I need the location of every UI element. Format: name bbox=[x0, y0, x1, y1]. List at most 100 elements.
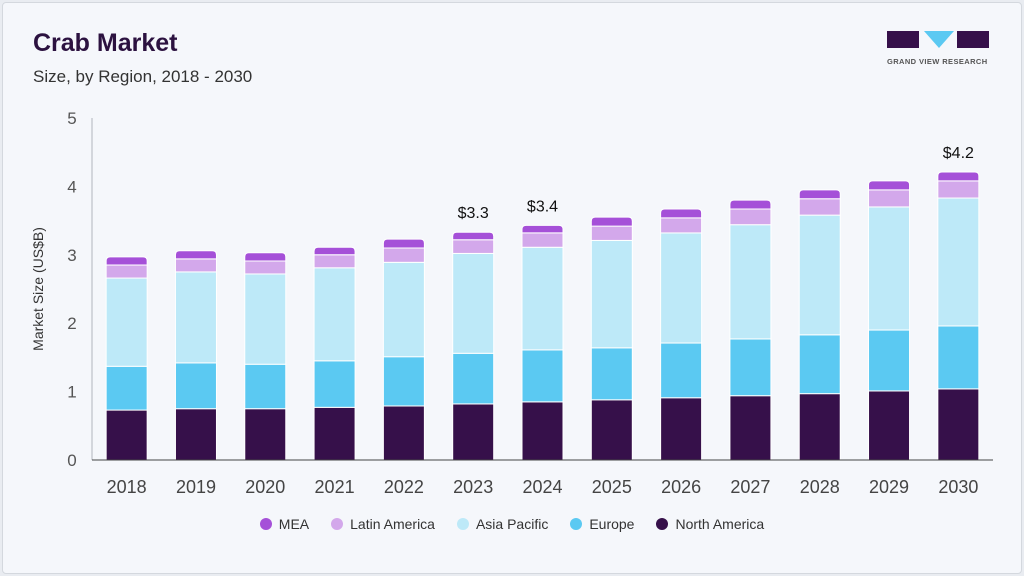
bar-segment-europe bbox=[174, 362, 217, 410]
data-label: $3.3 bbox=[458, 205, 489, 222]
x-tick-label: 2020 bbox=[245, 477, 285, 497]
legend-swatch-icon bbox=[656, 518, 669, 530]
bar-segment-latin-america bbox=[174, 258, 217, 273]
legend-item-mea[interactable]: MEA bbox=[259, 516, 309, 532]
bar-segment-asia-pacific bbox=[174, 271, 217, 364]
bar-segment-latin-america bbox=[590, 225, 633, 241]
bar-segment-mea bbox=[105, 256, 148, 266]
bar-segment-europe bbox=[452, 352, 495, 405]
legend-label: North America bbox=[675, 516, 765, 532]
bar-segment-asia-pacific bbox=[590, 239, 633, 349]
x-tick-label: 2026 bbox=[661, 477, 701, 497]
bar-segment-north-america bbox=[660, 397, 703, 461]
x-tick-label: 2021 bbox=[315, 477, 355, 497]
legend-swatch-icon bbox=[456, 518, 469, 530]
legend-swatch-icon bbox=[570, 518, 583, 530]
bar-segment-europe bbox=[313, 360, 356, 408]
legend-item-latin-america[interactable]: Latin America bbox=[331, 516, 435, 532]
bar-segment-mea bbox=[521, 224, 564, 234]
bar-segment-mea bbox=[174, 250, 217, 260]
bar-segment-mea bbox=[313, 246, 356, 256]
bar-segment-north-america bbox=[313, 406, 356, 461]
bar-segment-north-america bbox=[729, 395, 772, 461]
bar-segment-europe bbox=[798, 334, 841, 395]
x-tick-label: 2023 bbox=[453, 477, 493, 497]
bar-segment-mea bbox=[937, 171, 980, 182]
bar-segment-europe bbox=[868, 329, 911, 392]
x-tick-label: 2030 bbox=[938, 477, 978, 497]
bar-segment-asia-pacific bbox=[313, 267, 356, 362]
legend-swatch-icon bbox=[331, 518, 344, 530]
legend-item-north-america[interactable]: North America bbox=[656, 516, 764, 532]
legend-item-europe[interactable]: Europe bbox=[570, 516, 634, 532]
bar-segment-asia-pacific bbox=[660, 232, 703, 344]
bar-segment-europe bbox=[521, 349, 564, 403]
bar-segment-mea bbox=[452, 231, 495, 241]
bar-segment-latin-america bbox=[313, 254, 356, 269]
bar-segment-north-america bbox=[521, 401, 564, 461]
bar-segment-latin-america bbox=[244, 260, 287, 275]
y-tick-label: 4 bbox=[67, 177, 76, 196]
x-tick-label: 2018 bbox=[107, 477, 147, 497]
bar-segment-mea bbox=[729, 199, 772, 210]
bar-segment-asia-pacific bbox=[729, 224, 772, 340]
bar-segment-north-america bbox=[105, 409, 148, 461]
bar-segment-asia-pacific bbox=[521, 246, 564, 351]
logo-mark-icon bbox=[887, 31, 989, 48]
bar-segment-europe bbox=[382, 356, 425, 407]
data-label: $3.4 bbox=[527, 198, 558, 215]
bar-segment-mea bbox=[382, 238, 425, 249]
x-tick-label: 2025 bbox=[592, 477, 632, 497]
legend-item-asia-pacific[interactable]: Asia Pacific bbox=[456, 516, 549, 532]
bar-segment-latin-america bbox=[452, 239, 495, 254]
bar-segment-mea bbox=[244, 252, 287, 262]
bar-segment-north-america bbox=[798, 393, 841, 461]
bar-segment-asia-pacific bbox=[798, 214, 841, 336]
bar-segment-mea bbox=[868, 180, 911, 191]
y-tick-label: 3 bbox=[67, 246, 76, 265]
bar-segment-asia-pacific bbox=[382, 261, 425, 358]
bar-segment-mea bbox=[798, 189, 841, 200]
bar-segment-north-america bbox=[244, 408, 287, 461]
bar-segment-latin-america bbox=[729, 208, 772, 226]
x-tick-label: 2029 bbox=[869, 477, 909, 497]
bar-segment-asia-pacific bbox=[105, 277, 148, 367]
x-tick-label: 2027 bbox=[730, 477, 770, 497]
bar-segment-mea bbox=[590, 216, 633, 227]
data-label: $4.2 bbox=[943, 145, 974, 162]
bar-segment-latin-america bbox=[660, 217, 703, 234]
bar-segment-north-america bbox=[452, 403, 495, 461]
grand-view-research-logo: GRAND VIEW RESEARCH bbox=[887, 31, 989, 66]
legend-label: Asia Pacific bbox=[475, 516, 549, 532]
bar-segment-europe bbox=[244, 363, 287, 410]
x-tick-label: 2024 bbox=[522, 477, 562, 497]
y-axis-label: Market Size (US$B) bbox=[30, 227, 46, 351]
y-tick-label: 1 bbox=[67, 383, 76, 402]
bar-segment-north-america bbox=[590, 399, 633, 461]
bar-segment-asia-pacific bbox=[868, 206, 911, 331]
bar-segment-europe bbox=[729, 338, 772, 397]
bar-segment-north-america bbox=[868, 390, 911, 461]
bar-segment-europe bbox=[660, 342, 703, 399]
bar-segment-latin-america bbox=[105, 264, 148, 279]
y-tick-label: 5 bbox=[67, 109, 76, 128]
bar-segment-latin-america bbox=[937, 180, 980, 199]
y-tick-label: 0 bbox=[67, 451, 76, 470]
bar-segment-europe bbox=[105, 365, 148, 411]
x-tick-label: 2022 bbox=[384, 477, 424, 497]
bar-segment-mea bbox=[660, 208, 703, 219]
bar-segment-latin-america bbox=[521, 232, 564, 248]
bar-segment-asia-pacific bbox=[244, 273, 287, 365]
bar-segment-asia-pacific bbox=[452, 252, 495, 354]
chart-subtitle: Size, by Region, 2018 - 2030 bbox=[33, 67, 253, 86]
bar-segment-europe bbox=[937, 325, 980, 390]
bar-segment-north-america bbox=[937, 388, 980, 461]
x-tick-label: 2028 bbox=[800, 477, 840, 497]
bar-segment-latin-america bbox=[868, 189, 911, 208]
x-tick-label: 2019 bbox=[176, 477, 216, 497]
bar-segment-latin-america bbox=[382, 247, 425, 263]
legend-swatch-icon bbox=[259, 518, 272, 530]
y-tick-label: 2 bbox=[67, 314, 76, 333]
